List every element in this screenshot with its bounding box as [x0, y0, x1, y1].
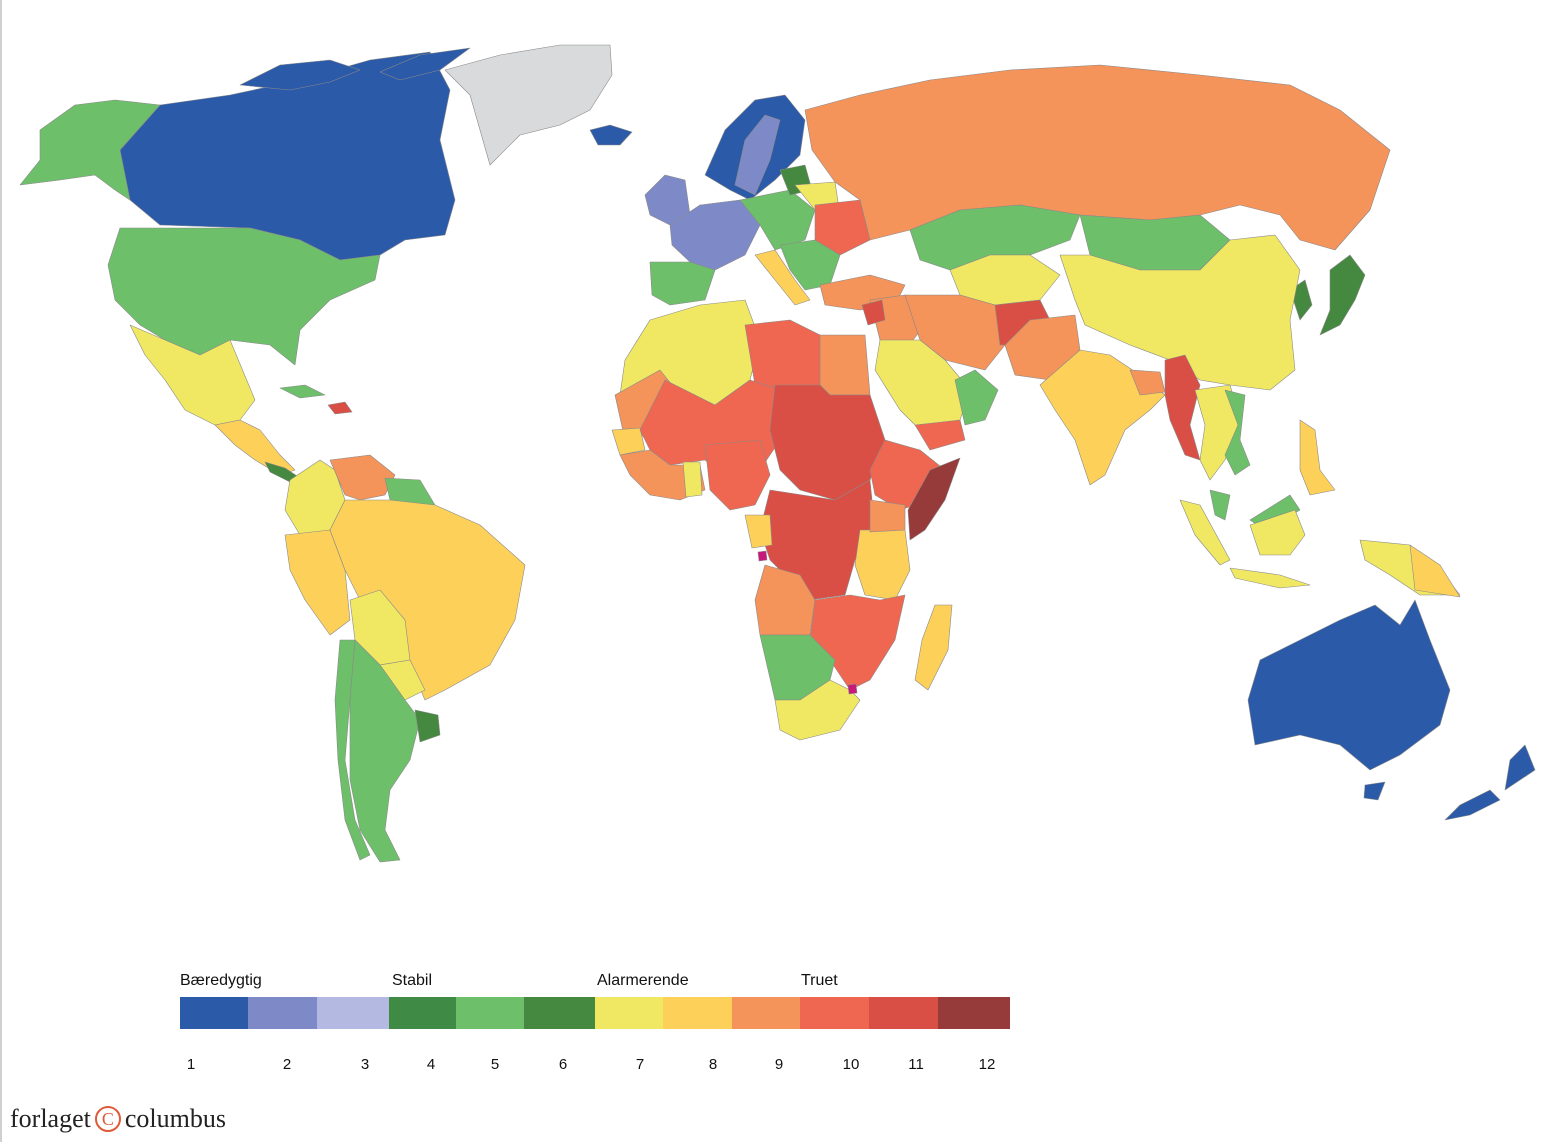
region-greenland: [444, 44, 613, 166]
legend-category-stable: Stabil: [392, 972, 433, 989]
region-italy: [754, 249, 811, 306]
region-papua-new-guinea: [1409, 544, 1461, 598]
legend-swatch: [317, 997, 389, 1029]
region-eswatini: [847, 683, 858, 695]
region-gabon-cameroon: [744, 514, 773, 549]
region-western-europe: [669, 199, 761, 271]
region-argentina: [349, 639, 421, 863]
region-russia: [804, 64, 1391, 251]
region-indonesia-sumatra: [1179, 499, 1231, 566]
legend-value: 12: [978, 1056, 996, 1073]
legend-category-threatened: Truet: [801, 972, 838, 989]
publisher-name-left: forlaget: [10, 1104, 91, 1133]
legend-swatch: [663, 997, 732, 1029]
legend-color-scale: [180, 997, 1010, 1029]
region-alaska: [19, 99, 161, 201]
region-uruguay: [414, 709, 441, 743]
region-vietnam: [1224, 389, 1251, 476]
legend-value: 2: [282, 1056, 292, 1073]
legend-value: 4: [426, 1056, 436, 1073]
legend-category-sustainable: Bæredygtig: [180, 972, 262, 989]
legend-swatch: [732, 997, 800, 1029]
region-indonesia-borneo: [1249, 509, 1306, 556]
region-kazakhstan: [909, 204, 1081, 271]
world-map: [19, 44, 1536, 863]
legend-value: 7: [635, 1056, 645, 1073]
region-india: [1039, 349, 1166, 486]
legend-swatch: [524, 997, 595, 1029]
region-kenya-tanzania: [854, 529, 911, 601]
region-australia: [1247, 599, 1451, 771]
region-equatorial-guinea: [757, 550, 768, 562]
region-iceland: [589, 124, 633, 146]
region-uganda-rwanda: [869, 499, 906, 533]
region-egypt: [819, 334, 871, 396]
region-yemen: [914, 419, 966, 451]
region-somalia: [907, 457, 961, 541]
legend-swatch: [938, 997, 1010, 1029]
region-usa: [107, 227, 381, 366]
publisher-logo: forlaget C columbus: [10, 1104, 226, 1134]
legend-value: 9: [774, 1056, 784, 1073]
legend-value: 6: [558, 1056, 568, 1073]
region-west-africa-coast: [619, 449, 706, 501]
legend-category-alarming: Alarmerende: [597, 972, 689, 989]
region-philippines: [1299, 419, 1336, 496]
legend-swatch: [180, 997, 248, 1029]
region-sweden: [734, 114, 781, 196]
legend-value: 5: [490, 1056, 500, 1073]
region-nigeria: [704, 439, 771, 511]
legend-swatch: [595, 997, 663, 1029]
legend-value: 3: [360, 1056, 370, 1073]
left-border-line: [0, 0, 2, 1142]
region-canada-islands: [239, 47, 471, 91]
region-central-america: [214, 419, 296, 476]
region-madagascar: [914, 604, 953, 691]
region-senegal-guinea: [611, 427, 646, 456]
legend-swatch: [869, 997, 938, 1029]
publisher-name-right: columbus: [124, 1104, 226, 1133]
legend-value: 10: [842, 1056, 860, 1073]
legend-swatch: [248, 997, 317, 1029]
region-japan: [1319, 254, 1366, 336]
region-haiti: [327, 401, 353, 415]
legend-swatch: [389, 997, 456, 1029]
region-iberia: [649, 261, 716, 306]
region-venezuela: [329, 454, 396, 501]
legend-value: 1: [186, 1056, 196, 1073]
region-brazil: [329, 499, 526, 701]
region-central-africa: [759, 479, 876, 601]
region-china: [1059, 234, 1301, 391]
region-romania-moldova: [814, 199, 871, 256]
region-lebanon-syria-conflict: [861, 299, 886, 326]
legend-value: 8: [708, 1056, 718, 1073]
region-ghana-togo: [682, 461, 703, 498]
legend-swatch: [800, 997, 869, 1029]
legend-value: 11: [908, 1056, 924, 1073]
region-uae-oman: [954, 369, 999, 426]
region-indonesia-java: [1229, 567, 1311, 589]
region-tasmania: [1363, 781, 1386, 801]
region-libya: [744, 319, 821, 391]
legend-swatch: [456, 997, 524, 1029]
region-south-africa: [774, 679, 861, 741]
region-new-zealand: [1444, 744, 1536, 821]
copyright-circle-icon: C: [94, 1106, 121, 1132]
region-thailand-laos: [1194, 384, 1241, 481]
region-cuba: [279, 384, 326, 399]
